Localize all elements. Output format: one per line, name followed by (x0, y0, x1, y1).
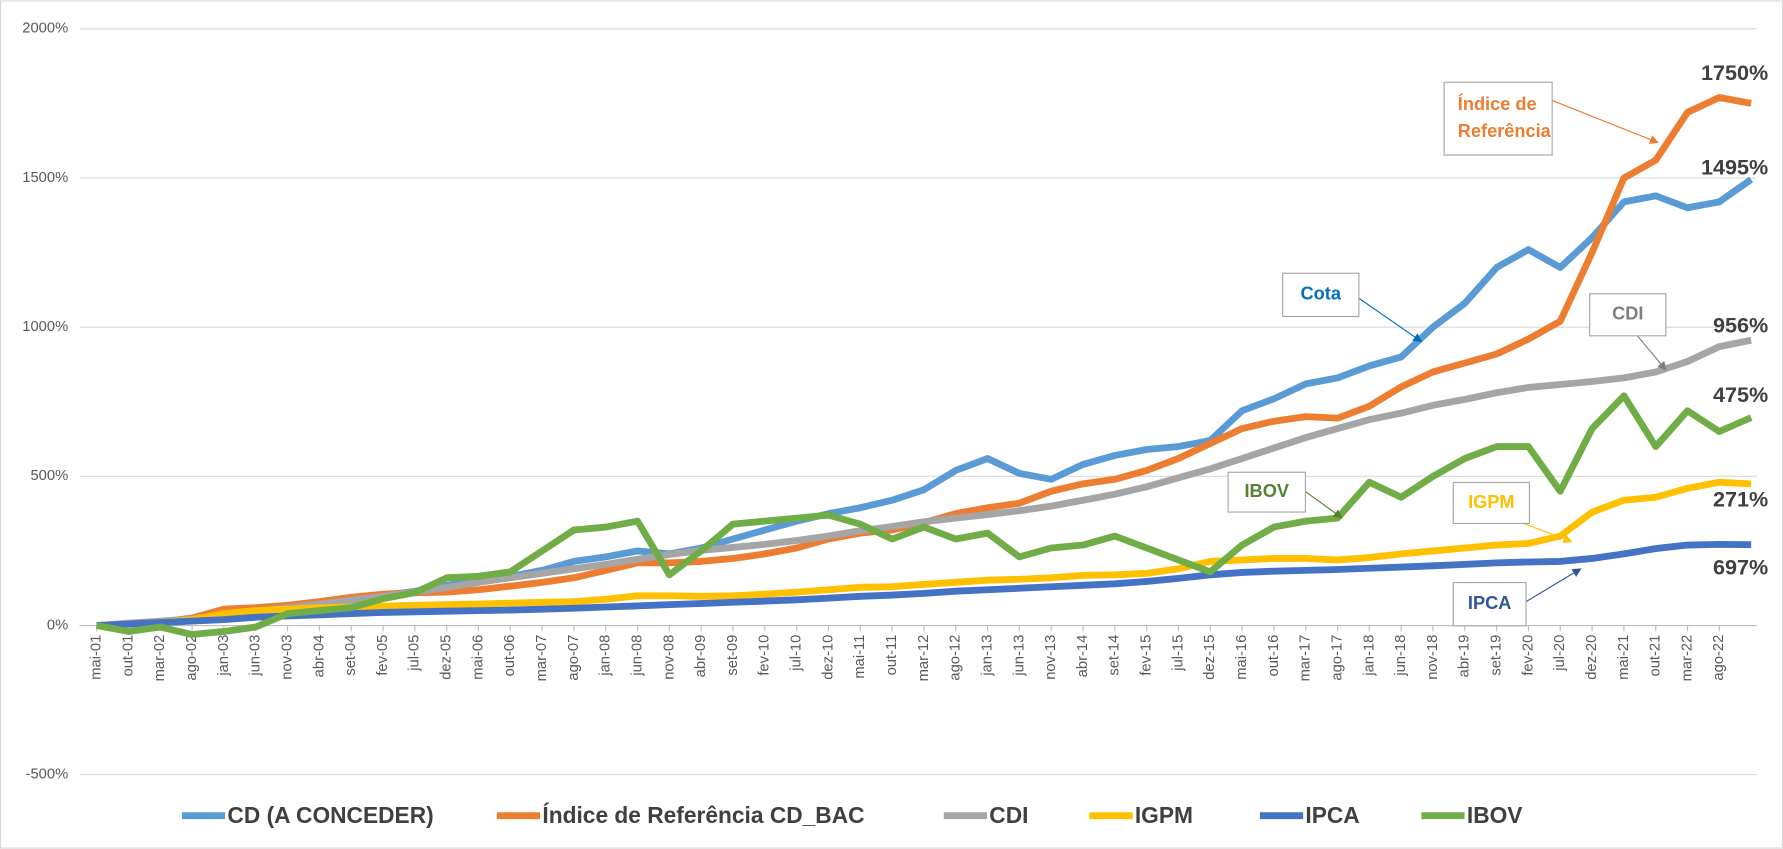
x-tick-label: fev-20 (1520, 635, 1536, 676)
x-tick-label: fev-05 (375, 635, 391, 676)
x-tick-label: set-09 (725, 635, 741, 676)
annotation: IBOV (1245, 481, 1289, 501)
series-line (96, 540, 1752, 629)
y-tick-label: 1000% (22, 319, 68, 335)
x-tick-label: nov-13 (1043, 635, 1059, 680)
x-tick-label: jun-08 (629, 635, 645, 677)
data-label: 475% (1713, 382, 1768, 407)
annotation-box (1452, 481, 1530, 524)
annotation-box (1452, 581, 1527, 627)
annotation-box (1443, 81, 1553, 156)
x-tick-label: jul-15 (1170, 635, 1186, 672)
x-tick-label: jul-20 (1552, 635, 1568, 672)
x-tick-label: out-16 (1266, 635, 1282, 677)
x-tick-label: ago-02 (184, 635, 200, 681)
annotation: Cota (1301, 284, 1342, 304)
x-tick-label: abr-19 (1457, 635, 1473, 678)
x-tick-label: set-19 (1489, 635, 1505, 676)
x-tick-label: set-04 (343, 635, 359, 676)
data-label: 1750% (1701, 60, 1768, 85)
x-tick-label: dez-10 (820, 635, 836, 680)
x-tick-label: fev-15 (1139, 635, 1155, 676)
y-tick-label: -500% (26, 767, 69, 783)
legend-label: IBOV (1467, 802, 1523, 828)
x-tick-label: jan-08 (598, 635, 614, 677)
y-tick-label: 500% (30, 468, 68, 484)
legend-label: CDI (989, 802, 1028, 828)
x-tick-label: jan-03 (216, 635, 232, 677)
annotation: IGPM (1468, 492, 1514, 512)
x-tick-label: mar-22 (1679, 635, 1695, 682)
x-tick-label: dez-20 (1584, 635, 1600, 680)
series-line (96, 392, 1753, 638)
y-tick-label: 1500% (22, 170, 68, 186)
annotation-arrow (1637, 335, 1667, 371)
x-tick-label: dez-05 (439, 635, 455, 680)
x-tick-label: mar-17 (1298, 635, 1314, 682)
legend-label: IGPM (1135, 802, 1193, 828)
data-label: 271% (1713, 486, 1768, 511)
x-tick-label: nov-08 (661, 635, 677, 680)
x-tick-label: out-01 (120, 635, 136, 677)
legend-label: CD (A CONCEDER) (227, 802, 433, 828)
annotation: CDI (1612, 304, 1643, 324)
x-tick-label: mai-16 (1234, 635, 1250, 680)
x-tick-label: mar-07 (534, 635, 550, 682)
x-tick-label: abr-04 (311, 635, 327, 678)
x-tick-label: mar-12 (916, 635, 932, 682)
x-tick-label: set-14 (1107, 635, 1123, 676)
x-tick-label: ago-22 (1711, 635, 1727, 681)
x-tick-label: jan-18 (1361, 635, 1377, 677)
x-tick-label: mai-21 (1616, 635, 1632, 680)
x-tick-label: jun-03 (248, 635, 264, 677)
series-line (96, 478, 1752, 629)
annotation-arrow (1551, 99, 1659, 144)
annotation: Índice de (1458, 93, 1537, 114)
x-tick-label: out-06 (502, 635, 518, 677)
annotation: IPCA (1468, 593, 1511, 613)
x-tick-label: mai-11 (852, 635, 868, 679)
x-tick-label: nov-18 (1425, 635, 1441, 680)
legend-label: Índice de Referência CD_BAC (542, 802, 864, 828)
annotation-box (1227, 471, 1306, 513)
x-tick-label: jul-05 (407, 635, 423, 672)
x-tick-label: mar-02 (152, 635, 168, 682)
data-label: 1495% (1701, 154, 1768, 179)
x-tick-label: out-21 (1648, 635, 1664, 677)
annotation-arrow (1358, 297, 1423, 343)
legend-label: IPCA (1305, 802, 1359, 828)
annotation-box (1282, 272, 1360, 318)
x-tick-label: jun-13 (1011, 635, 1027, 677)
annotation-box (1589, 293, 1667, 337)
annotation-arrow (1523, 568, 1582, 604)
annotation-arrow (1305, 491, 1343, 519)
x-tick-label: fev-10 (757, 635, 773, 676)
y-tick-label: 2000% (22, 21, 68, 37)
x-tick-label: jul-10 (789, 635, 805, 672)
x-tick-label: mai-06 (470, 635, 486, 680)
series-line (96, 336, 1752, 629)
data-label: 956% (1713, 312, 1768, 337)
data-label: 697% (1713, 555, 1768, 580)
x-tick-label: mai-01 (89, 635, 105, 680)
x-tick-label: abr-09 (693, 635, 709, 678)
annotation-arrow (1523, 522, 1573, 544)
x-tick-label: dez-15 (1202, 635, 1218, 680)
x-tick-label: out-11 (884, 635, 900, 676)
x-tick-label: ago-17 (1329, 635, 1345, 681)
x-tick-label: jan-13 (979, 635, 995, 677)
x-tick-label: ago-07 (566, 635, 582, 681)
x-tick-label: jun-18 (1393, 635, 1409, 677)
y-tick-label: 0% (47, 617, 68, 633)
x-tick-label: ago-12 (948, 635, 964, 681)
x-tick-label: abr-14 (1075, 635, 1091, 678)
annotation: Referência (1458, 121, 1552, 141)
x-tick-label: nov-03 (279, 635, 295, 680)
